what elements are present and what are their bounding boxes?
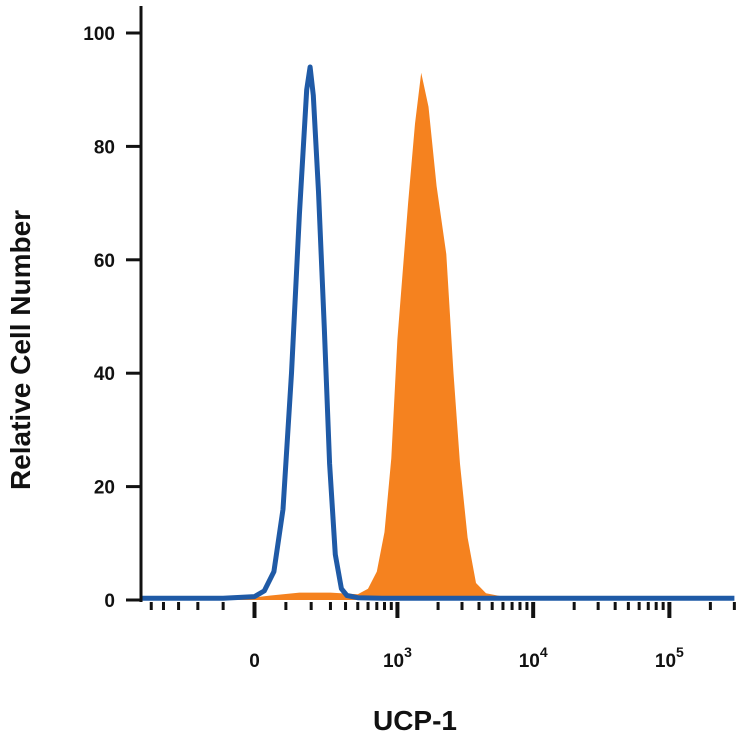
y-tick-label: 60	[94, 251, 115, 272]
x-tick-label: 103	[383, 644, 412, 672]
x-tick-label: 104	[519, 644, 548, 672]
y-tick-label: 100	[83, 24, 115, 45]
y-tick-label: 20	[94, 478, 115, 499]
x-tick-label: 105	[655, 644, 684, 672]
y-tick-label: 80	[94, 137, 115, 158]
y-axis-ticks: 0 20 40 60 80 100	[83, 24, 141, 612]
x-axis-minor-ticks	[149, 602, 736, 610]
filled-histogram	[141, 72, 735, 600]
outline-histogram	[141, 64, 735, 601]
y-axis-title: Relative Cell Number	[5, 210, 36, 490]
y-tick-label: 0	[104, 591, 115, 612]
x-tick-label: 0	[249, 651, 260, 672]
x-axis-title: UCP-1	[373, 705, 457, 736]
y-tick-label: 40	[94, 364, 115, 385]
series-layer	[141, 64, 735, 601]
x-axis-tick-labels: 0 103 104 105	[249, 602, 684, 672]
